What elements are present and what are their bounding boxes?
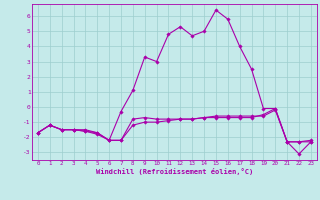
X-axis label: Windchill (Refroidissement éolien,°C): Windchill (Refroidissement éolien,°C) [96,168,253,175]
